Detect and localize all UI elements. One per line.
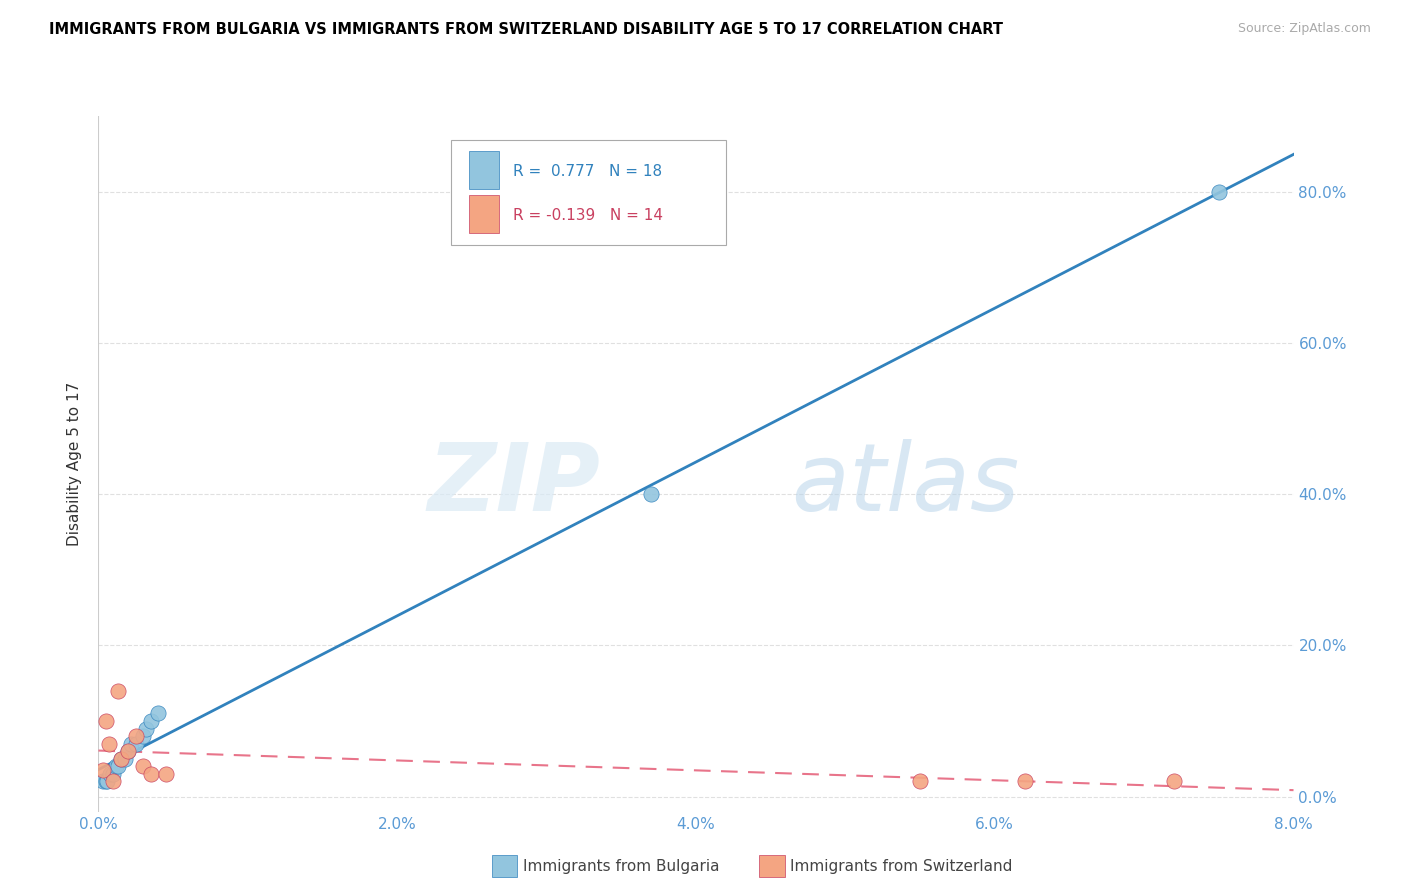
FancyBboxPatch shape [470,194,499,233]
Text: Source: ZipAtlas.com: Source: ZipAtlas.com [1237,22,1371,36]
Point [94,714,117,728]
Point [132,729,155,743]
Point [105,759,128,773]
Text: Immigrants from Bulgaria: Immigrants from Bulgaria [523,859,720,873]
Point [91,763,114,777]
FancyBboxPatch shape [451,140,725,244]
Y-axis label: Disability Age 5 to 17: Disability Age 5 to 17 [67,382,83,546]
Text: ZIP: ZIP [427,439,600,531]
Point [110,752,132,766]
Point [1208,185,1230,199]
Text: Immigrants from Switzerland: Immigrants from Switzerland [790,859,1012,873]
Point [98,767,122,781]
Point [120,737,142,751]
Point [110,752,132,766]
Point [139,714,162,728]
Point [114,752,136,766]
Point [94,774,117,789]
Point [1163,774,1185,789]
Text: IMMIGRANTS FROM BULGARIA VS IMMIGRANTS FROM SWITZERLAND DISABILITY AGE 5 TO 17 C: IMMIGRANTS FROM BULGARIA VS IMMIGRANTS F… [49,22,1004,37]
Point [103,774,125,789]
Point [107,759,129,773]
Text: R = -0.139   N = 14: R = -0.139 N = 14 [513,208,664,223]
Point [125,729,148,743]
Text: R =  0.777   N = 18: R = 0.777 N = 18 [513,164,662,179]
Point [908,774,931,789]
Point [640,487,662,501]
Point [135,722,157,736]
Point [132,759,155,773]
FancyBboxPatch shape [470,151,499,189]
Point [97,737,120,751]
Point [148,706,170,721]
Text: atlas: atlas [792,439,1019,530]
Point [91,774,114,789]
Point [103,767,125,781]
Point [1014,774,1036,789]
Point [107,683,129,698]
Point [117,744,139,758]
Point [155,767,177,781]
Point [117,744,139,758]
Point [125,737,148,751]
Point [96,774,118,789]
Point [139,767,162,781]
